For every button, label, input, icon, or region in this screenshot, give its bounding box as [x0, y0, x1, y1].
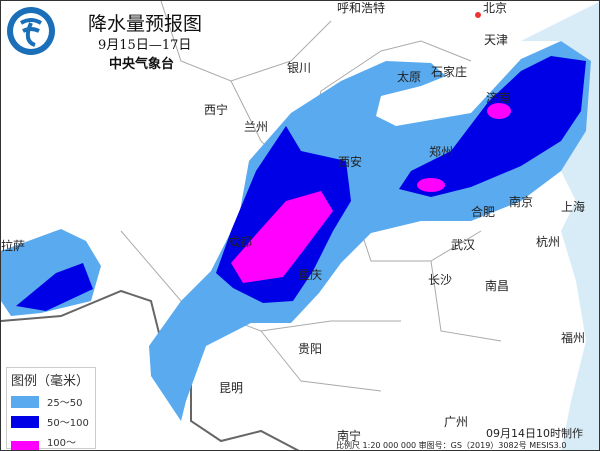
rain-100-250-shandong [487, 103, 511, 119]
city-label: 重庆 [298, 268, 323, 282]
city-label: 兰州 [244, 120, 269, 134]
city-label: 郑州 [429, 145, 454, 159]
legend-item: 100～250 [11, 434, 95, 450]
city-label: 上海 [561, 200, 586, 214]
legend: 图例（毫米） 25～50 50～100 100～250 [6, 367, 96, 450]
city-label: 昆明 [219, 381, 244, 395]
city-label: 南宁 [337, 429, 362, 443]
city-label: 天津 [484, 33, 509, 47]
city-label: 贵阳 [298, 342, 323, 356]
map-title: 降水量预报图 [88, 13, 203, 35]
legend-swatch [11, 441, 39, 450]
city-label: 杭州 [536, 235, 561, 249]
organization: 中央气象台 [109, 57, 175, 72]
rain-50-100-tibet [16, 263, 93, 311]
legend-label: 100～250 [46, 438, 77, 450]
city-label: 西安 [338, 155, 363, 169]
legend-item: 25～50 [11, 394, 95, 409]
production-time: 09月14日10时制作 [486, 427, 583, 440]
city-label: 福州 [561, 331, 586, 345]
city-label: 武汉 [451, 238, 476, 252]
city-label: 长沙 [428, 273, 453, 287]
legend-swatch [11, 395, 39, 408]
city-label: 合肥 [471, 205, 496, 219]
city-label: 拉萨 [1, 239, 26, 253]
city-label: 南京 [509, 195, 534, 209]
sea [521, 2, 599, 450]
scale-note: 比例尺 1:20 000 000 审图号：GS（2019）3082号 MESIS… [336, 441, 567, 450]
city-label: 呼和浩特 [337, 1, 386, 15]
logo [7, 7, 55, 55]
legend-swatch [11, 415, 39, 428]
beijing-marker [475, 12, 481, 18]
city-label: 西宁 [204, 103, 229, 117]
city-label: 南昌 [485, 279, 510, 293]
legend-label: 50～100 [47, 418, 89, 429]
legend-title: 图例（毫米） [11, 374, 90, 389]
city-label: 石家庄 [431, 65, 468, 79]
rain-50-100-east [399, 56, 586, 197]
city-label: 济南 [486, 91, 511, 105]
legend-item: 50～100 [11, 414, 95, 429]
city-label: 银川 [287, 61, 312, 75]
city-label: 北京 [483, 1, 508, 15]
date-range: 9月15日—17日 [98, 38, 192, 53]
city-label: 成都 [228, 235, 253, 249]
legend-label: 25～50 [47, 398, 83, 409]
rain-100-250-west [231, 191, 333, 283]
rain-100-250-henan [417, 178, 445, 192]
city-label: 广州 [444, 415, 469, 429]
city-label: 太原 [397, 70, 422, 84]
